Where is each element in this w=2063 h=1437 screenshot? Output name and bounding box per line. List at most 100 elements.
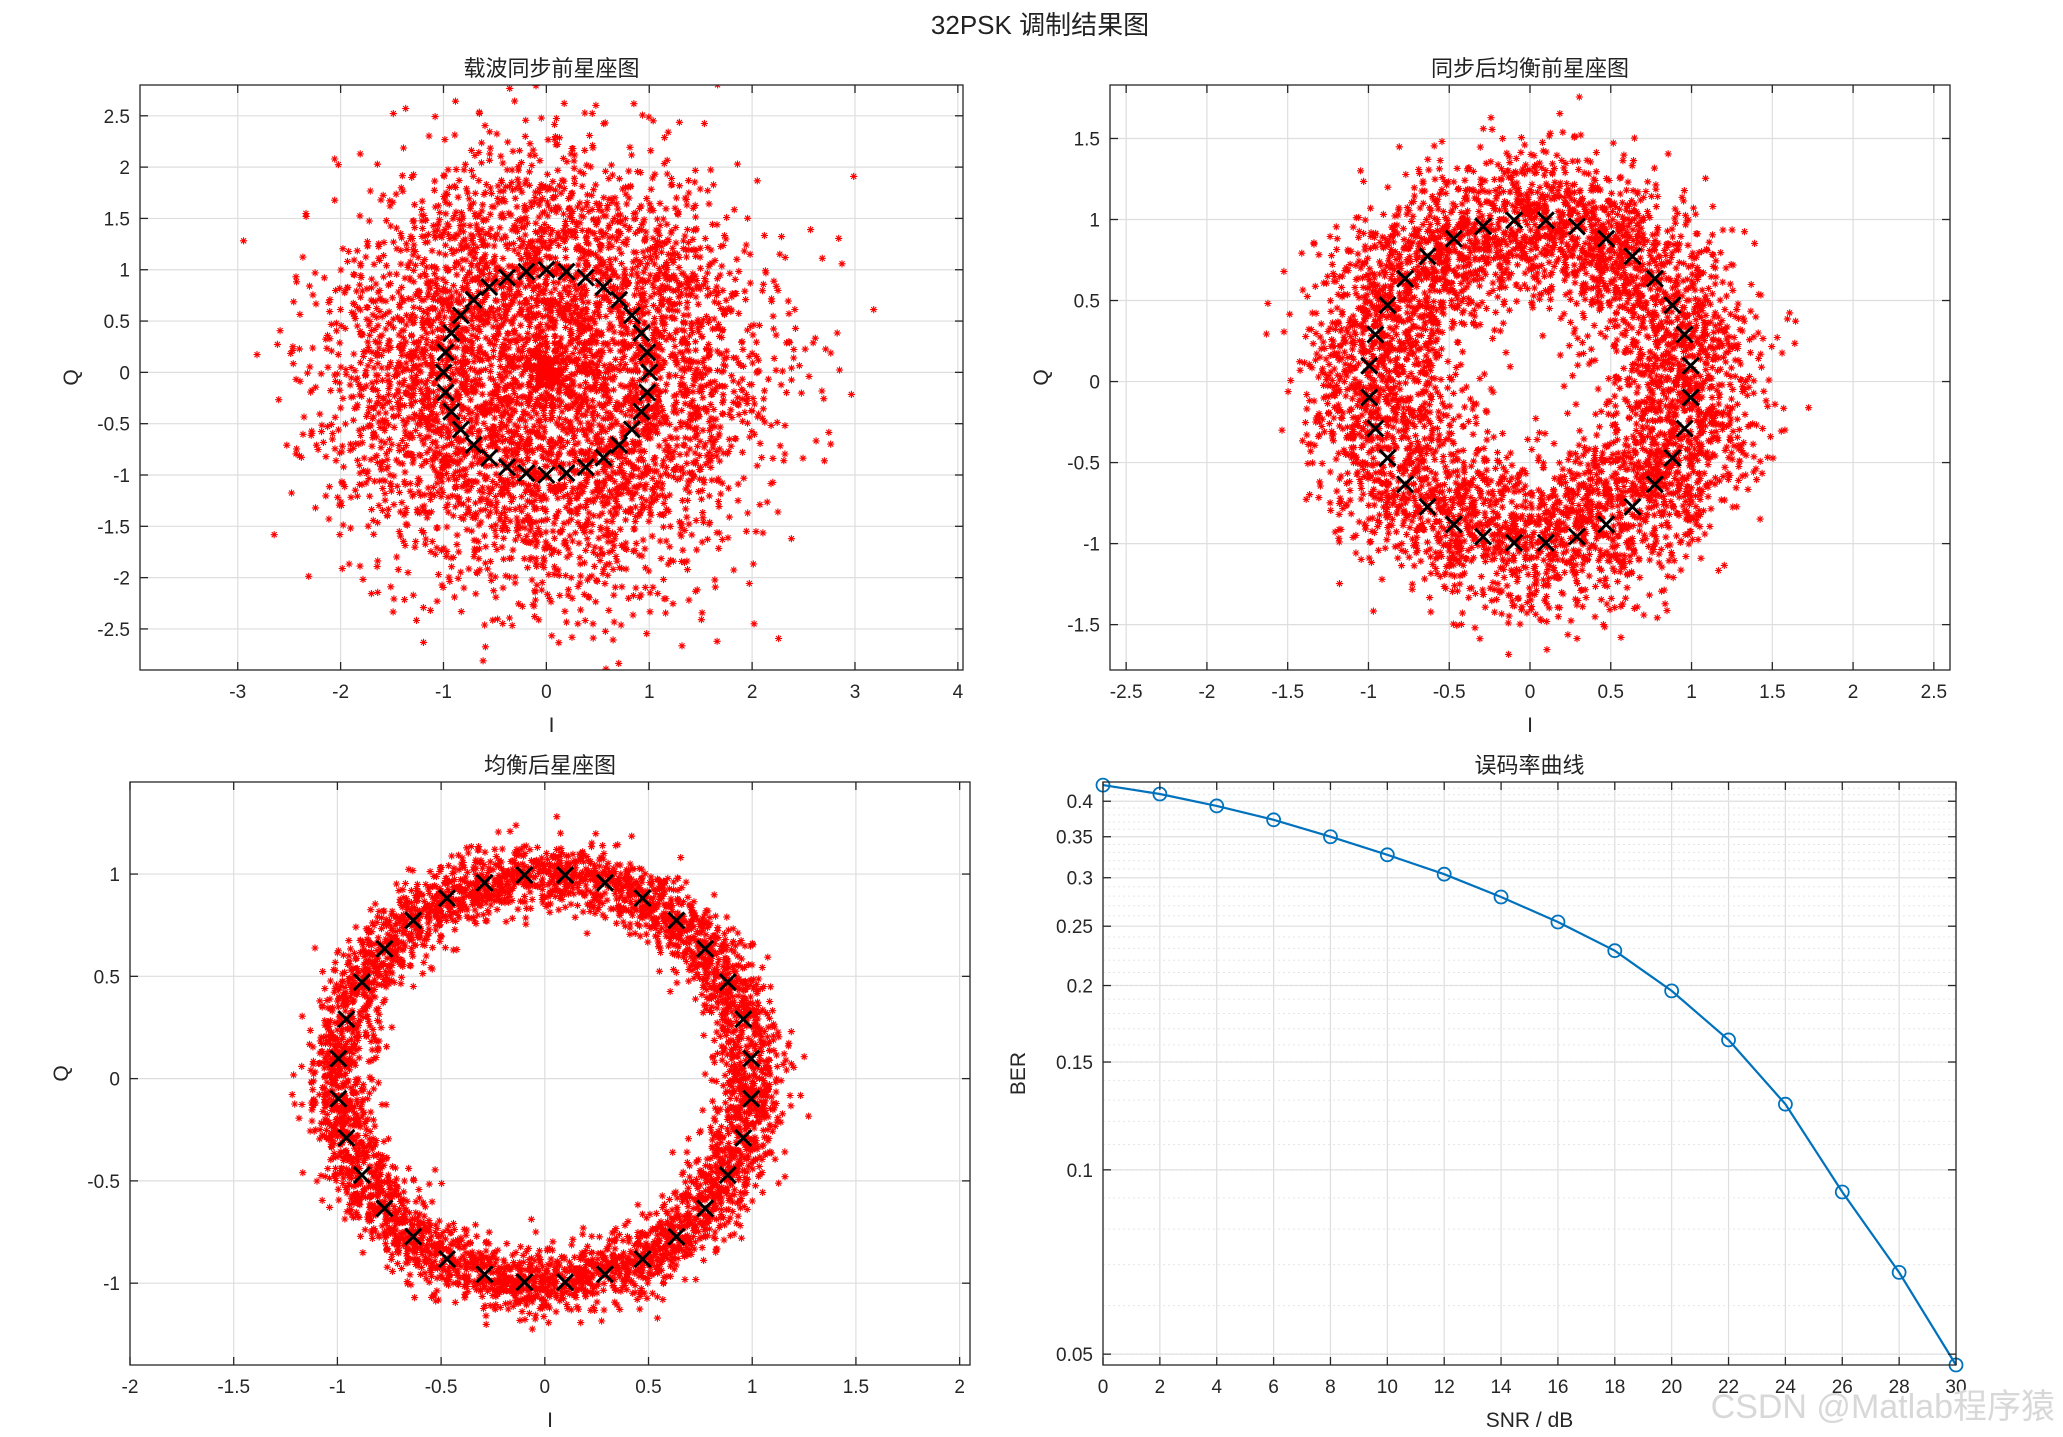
ideal-point	[537, 465, 556, 485]
ideal-point	[1366, 325, 1385, 344]
ideal-point	[734, 1128, 753, 1148]
x-tick-label: -1	[1360, 682, 1377, 703]
x-tick-label: -1.5	[1271, 682, 1304, 703]
constellation-before-carrier-sync: -3 -2 -1 0 1 2 3 4 -2.5 -2 -1.5 -1 -0.5 0 0.5 1 1.5 2 2.5 载…	[60, 57, 964, 737]
ideal-point	[632, 402, 651, 421]
ideal-point	[480, 448, 499, 467]
axes-title: 均衡后星座图	[484, 754, 616, 779]
y-axis-label: Q	[60, 369, 83, 385]
x-tick-label: 26	[1832, 1377, 1853, 1398]
ideal-point	[517, 463, 536, 483]
y-tick-label: 0	[109, 1070, 120, 1091]
y-tick-label: 1	[1089, 211, 1100, 232]
x-axis-label: I	[1527, 714, 1533, 737]
x-tick-label: 14	[1490, 1377, 1512, 1398]
ideal-point	[375, 939, 394, 958]
ideal-point	[718, 973, 737, 992]
ideal-point	[497, 458, 517, 477]
y-tick-label: 0.5	[104, 312, 130, 333]
y-tick-label: 1	[119, 261, 130, 282]
ideal-point	[1505, 533, 1524, 552]
ideal-point	[1505, 211, 1524, 230]
ideal-point	[610, 290, 629, 309]
x-tick-label: 1	[644, 682, 655, 703]
ber-point	[1721, 1032, 1736, 1048]
ideal-point	[329, 1089, 348, 1108]
ideal-point	[1681, 388, 1700, 407]
axes-frame	[1102, 781, 1957, 1366]
ideal-point	[1597, 229, 1616, 248]
ber-point	[1834, 1184, 1850, 1200]
ideal-point	[557, 262, 576, 281]
ideal-point	[1396, 269, 1415, 288]
x-tick-label: 8	[1325, 1377, 1336, 1398]
ideal-point	[442, 324, 461, 343]
x-tick-label: 18	[1604, 1377, 1625, 1398]
x-tick-label: 20	[1661, 1377, 1682, 1398]
y-tick-label: 0.25	[1056, 917, 1093, 938]
ideal-point	[742, 1089, 761, 1108]
ideal-point	[576, 458, 595, 477]
x-tick-label: 22	[1718, 1377, 1739, 1398]
x-tick-label: 28	[1889, 1377, 1910, 1398]
y-axis-label: Q	[50, 1065, 73, 1081]
received-symbol-cloud	[240, 85, 878, 670]
x-tick-label: 0.5	[635, 1377, 661, 1398]
ideal-point	[667, 1227, 686, 1246]
ideal-point	[1663, 448, 1682, 468]
y-tick-label: 0.15	[1056, 1053, 1093, 1074]
x-tick-label: 24	[1775, 1377, 1797, 1398]
ideal-point	[404, 911, 423, 930]
x-tick-label: 0	[1525, 682, 1536, 703]
ideal-point	[667, 911, 686, 930]
ideal-point	[734, 1010, 753, 1029]
x-tick-label: -3	[229, 682, 246, 703]
ideal-point	[451, 306, 470, 325]
y-tick-label: 0.3	[1067, 869, 1093, 890]
x-tick-label: 2	[1155, 1377, 1166, 1398]
ber-point	[1891, 1264, 1907, 1280]
ideal-point	[1623, 247, 1642, 266]
ideal-point	[594, 277, 613, 297]
ideal-point	[436, 343, 455, 362]
ideal-constellation	[329, 865, 761, 1292]
ideal-point	[404, 1227, 423, 1246]
ideal-point	[1536, 533, 1555, 552]
ideal-point	[1474, 527, 1493, 546]
ideal-point	[622, 420, 641, 439]
constellation-after-sync-before-equalization: -2.5 -2 -1.5 -1 -0.5 0 0.5 1 1.5 2 2.5 -1.5 -1 -0.5 0 0…	[1030, 57, 1951, 737]
ideal-point	[1536, 211, 1555, 230]
x-tick-label: 30	[1945, 1377, 1966, 1398]
ideal-point	[329, 1049, 348, 1068]
y-tick-label: -0.5	[1067, 454, 1100, 475]
ber-curve: 0 2 4 6 8 10 12 14 16 18 20 22 24 26 28 300.050.10.150.…	[1007, 754, 1967, 1432]
x-tick-label: -1	[329, 1377, 346, 1398]
axes-title: 误码率曲线	[1474, 754, 1584, 779]
x-tick-label: 1.5	[843, 1377, 869, 1398]
ideal-point	[633, 1249, 652, 1269]
y-tick-label: 0.1	[1067, 1161, 1093, 1182]
x-tick-label: -2	[1198, 682, 1215, 703]
x-tick-label: 0	[540, 1377, 551, 1398]
y-tick-label: 1	[109, 865, 120, 886]
ideal-point	[480, 277, 499, 297]
ideal-point	[517, 262, 536, 281]
x-tick-label: 0.5	[1598, 682, 1624, 703]
ideal-point	[632, 324, 651, 343]
x-tick-label: 2.5	[1921, 682, 1947, 703]
ideal-point	[556, 1273, 575, 1292]
ideal-point	[1418, 247, 1437, 266]
ideal-point	[1378, 296, 1397, 315]
ideal-point	[436, 383, 455, 402]
y-tick-label: -2	[113, 569, 130, 590]
y-tick-label: -1	[113, 466, 130, 487]
y-tick-label: 0	[119, 363, 130, 384]
axes-title: 载波同步前星座图	[463, 57, 639, 82]
x-tick-label: 0	[1098, 1377, 1109, 1398]
x-tick-label: 2	[747, 682, 758, 703]
x-tick-label: 4	[1211, 1377, 1222, 1398]
x-tick-label: -0.5	[425, 1377, 458, 1398]
ideal-point	[1366, 419, 1385, 438]
ideal-point	[1418, 497, 1437, 516]
